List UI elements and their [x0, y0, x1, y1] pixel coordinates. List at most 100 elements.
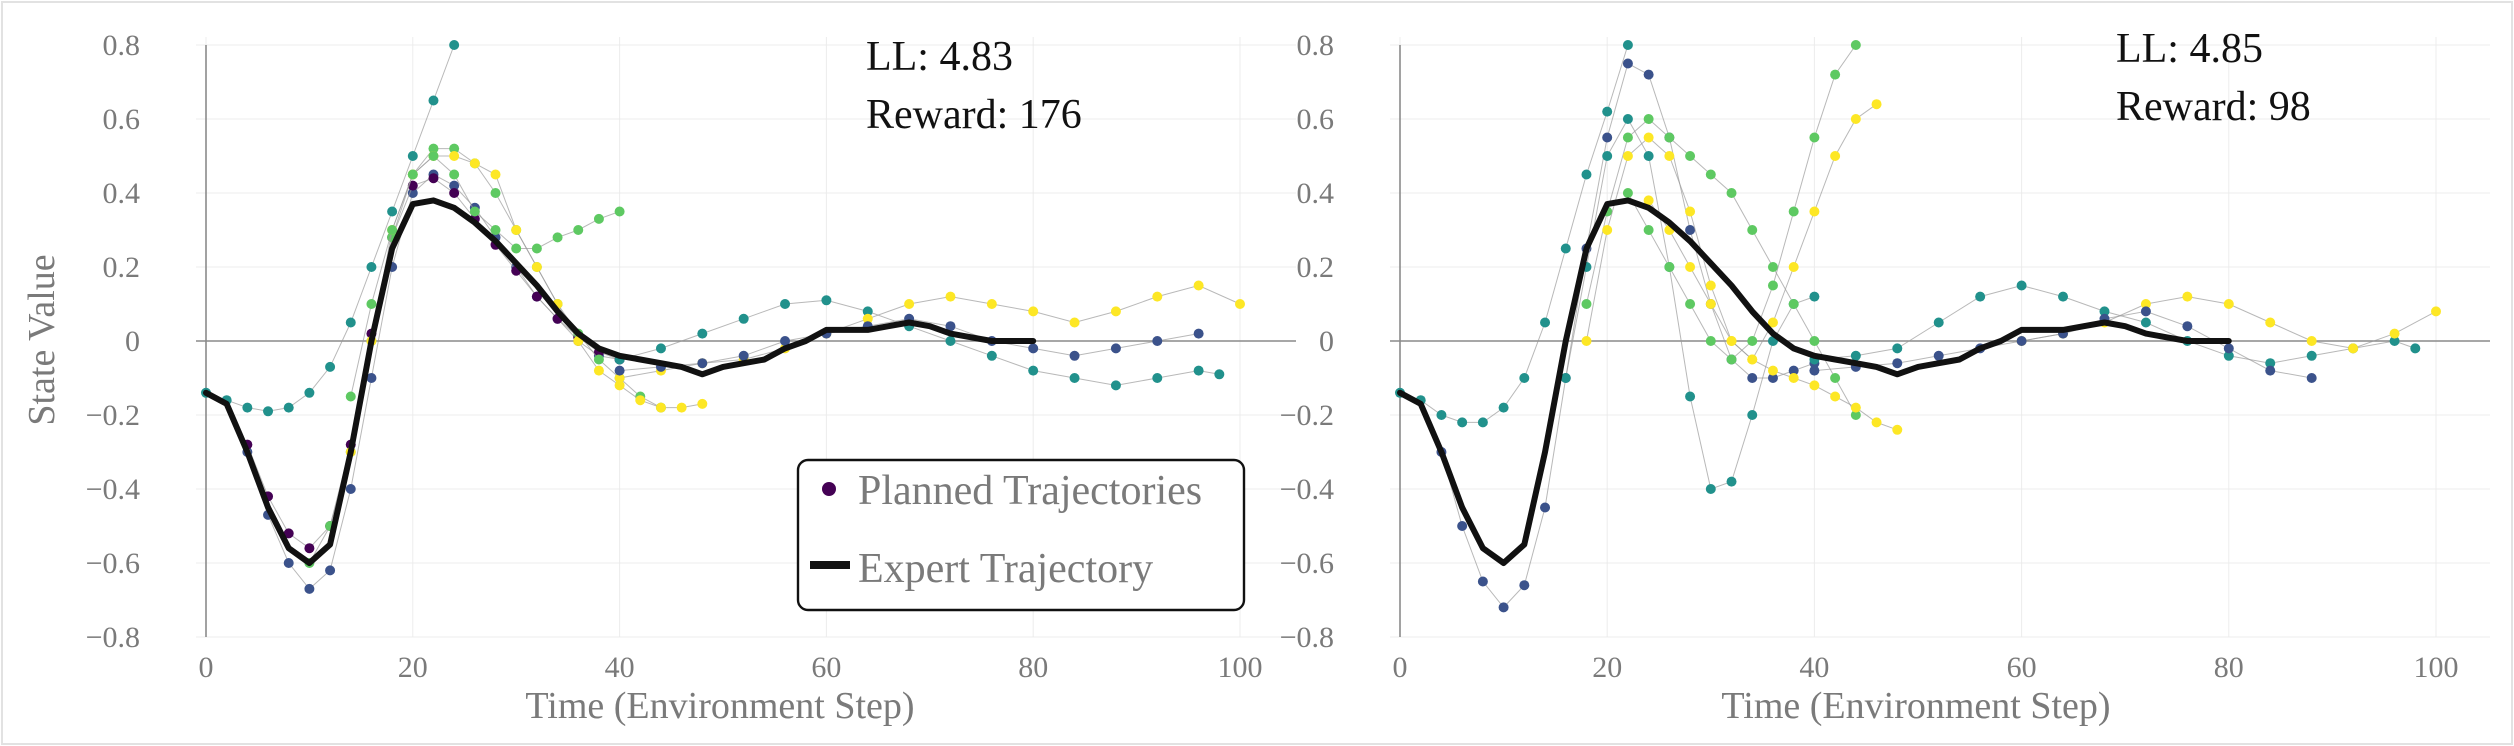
planned-trajectory-point [1602, 225, 1613, 235]
planned-trajectory-point [1705, 336, 1716, 346]
planned-trajectory-point [1193, 280, 1204, 291]
planned-trajectory-point [1788, 365, 1799, 376]
planned-trajectory-point [945, 321, 956, 332]
planned-trajectory-point [1622, 188, 1633, 198]
planned-trajectory-point [986, 350, 997, 361]
planned-trajectory-point [1747, 410, 1758, 420]
x-tick-label: 100 [1218, 651, 1263, 684]
annotation-ll-right: LL: 4.85 [2116, 26, 2263, 72]
planned-trajectory-point [1747, 336, 1758, 346]
planned-trajectory [1643, 99, 1882, 365]
planned-trajectory-point [449, 169, 460, 180]
planned-trajectory-point [490, 188, 501, 198]
planned-trajectory-point [449, 151, 460, 161]
planned-trajectory-point [2410, 343, 2421, 354]
planned-trajectory-point [2265, 317, 2276, 328]
planned-trajectory-point [304, 583, 315, 594]
x-tick-label: 100 [2414, 651, 2459, 684]
planned-trajectory-point [2223, 343, 2234, 354]
planned-trajectory-point [1809, 291, 1820, 302]
planned-trajectory-point [1747, 373, 1758, 383]
planned-trajectory-point [1830, 373, 1841, 383]
planned-trajectory-point [1069, 373, 1080, 383]
x-tick-label: 20 [398, 651, 428, 684]
x-tick-label: 20 [1592, 651, 1622, 684]
planned-trajectory-point [1747, 354, 1758, 365]
planned-trajectory-point [1892, 343, 1903, 354]
planned-trajectory-point [2265, 365, 2276, 376]
planned-trajectory-point [986, 299, 997, 309]
y-tick-label: 0.8 [1297, 29, 1335, 62]
planned-trajectory [345, 151, 625, 402]
planned-trajectory-point [1477, 417, 1488, 428]
legend-marker-planned [822, 482, 836, 496]
planned-trajectory-point [614, 373, 625, 383]
planned-trajectory-point [1788, 373, 1799, 383]
planned-trajectory-point [1767, 365, 1778, 376]
planned-trajectory-point [1705, 484, 1716, 494]
planned-trajectory-point [407, 151, 418, 161]
x-tick-label: 80 [2214, 651, 2244, 684]
planned-trajectory-point [428, 95, 439, 106]
planned-trajectory-point [1560, 243, 1571, 254]
y-tick-label: −0.6 [1280, 547, 1334, 580]
planned-trajectory-point [1622, 151, 1633, 161]
planned-trajectory-point [1685, 225, 1696, 235]
planned-trajectory-point [428, 151, 439, 161]
legend-box [796, 458, 1246, 612]
planned-trajectory-point [2223, 299, 2234, 309]
planned-trajectory-point [531, 291, 542, 302]
planned-trajectory-point [1540, 502, 1551, 513]
planned-trajectory-point [1540, 317, 1551, 328]
planned-trajectory-point [449, 188, 460, 198]
planned-trajectory-point [511, 225, 522, 235]
planned-trajectory-point [2058, 291, 2069, 302]
planned-trajectory-point [1519, 580, 1530, 591]
planned-trajectory-point [1560, 373, 1571, 383]
y-tick-label: 0 [1319, 325, 1334, 358]
legend-label-planned: Planned Trajectories [858, 468, 1202, 514]
planned-trajectory-point [531, 262, 542, 272]
y-tick-label: −0.2 [86, 399, 140, 432]
planned-trajectory-point [449, 40, 460, 50]
planned-trajectory-point [1664, 132, 1675, 143]
planned-trajectory-point [1830, 391, 1841, 402]
planned-trajectory-point [1643, 114, 1654, 124]
planned-trajectory-point [1726, 476, 1737, 487]
planned-trajectory-point [2140, 299, 2151, 309]
planned-trajectory-point [1028, 365, 1039, 376]
planned-trajectory-point [1747, 225, 1758, 235]
planned-trajectory-point [2306, 336, 2317, 346]
planned-trajectory-point [1214, 369, 1225, 380]
planned-trajectory-line [1814, 284, 2416, 364]
planned-trajectory-point [697, 398, 708, 409]
planned-trajectory-point [1685, 262, 1696, 272]
y-tick-label: −0.2 [1280, 399, 1334, 432]
y-tick-label: −0.8 [86, 621, 140, 654]
planned-trajectory-point [304, 543, 315, 554]
planned-trajectory-point [242, 402, 253, 413]
planned-trajectory-point [1705, 169, 1716, 180]
planned-trajectory-point [573, 225, 584, 235]
planned-trajectory-point [1110, 380, 1121, 391]
planned-trajectory-point [676, 402, 687, 413]
planned-trajectory-point [738, 313, 749, 324]
y-tick-label: 0.6 [103, 103, 141, 136]
planned-trajectory-point [1788, 299, 1799, 309]
planned-trajectory-point [593, 365, 604, 376]
planned-trajectory-point [1028, 343, 1039, 354]
planned-trajectory-point [1892, 358, 1903, 369]
planned-trajectory-point [635, 395, 646, 406]
planned-trajectory-point [655, 402, 666, 413]
planned-trajectory-point [1685, 206, 1696, 217]
planned-trajectory-point [1643, 195, 1654, 206]
planned-trajectory-point [490, 225, 501, 235]
planned-trajectory-point [1933, 317, 1944, 328]
planned-trajectory-point [407, 169, 418, 180]
planned-trajectory-point [614, 380, 625, 391]
planned-trajectory [201, 40, 460, 417]
planned-trajectory-point [1830, 151, 1841, 161]
planned-trajectory-point [1152, 373, 1163, 383]
x-tick-label: 80 [1018, 651, 1048, 684]
planned-trajectory-point [1498, 602, 1509, 613]
